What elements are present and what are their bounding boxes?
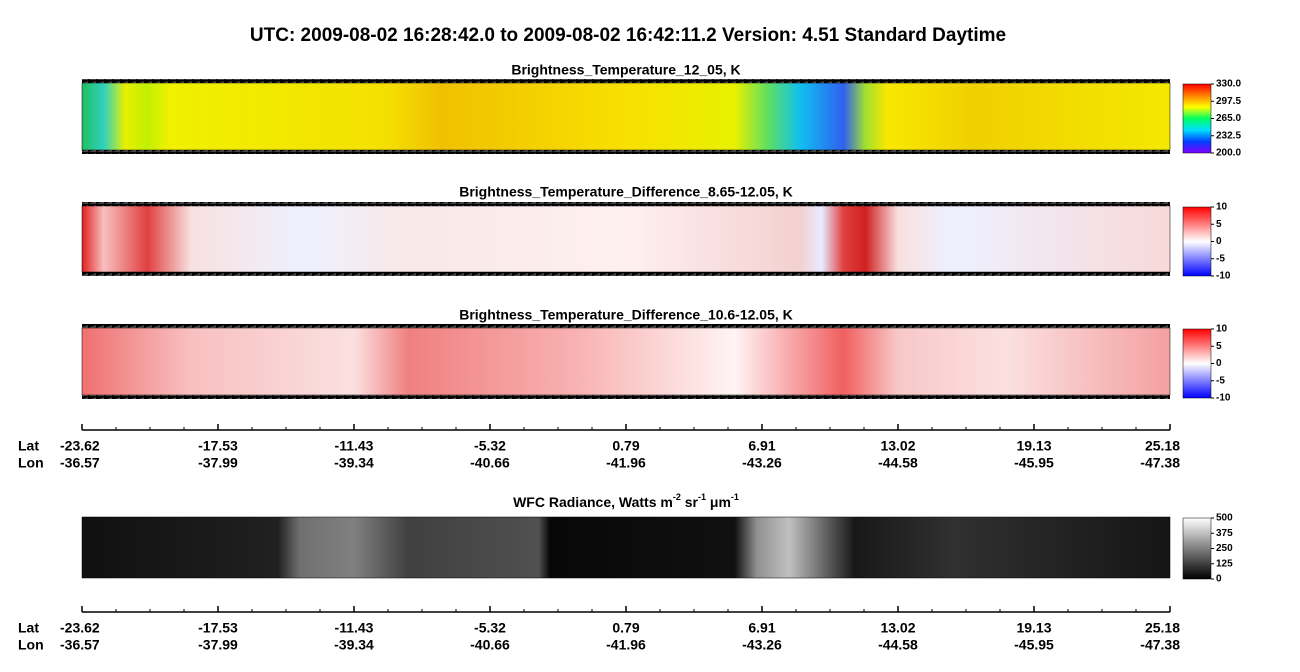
page-title: UTC: 2009-08-02 16:28:42.0 to 2009-08-02… xyxy=(250,25,1006,46)
colorbar-tick-label: 0 xyxy=(1216,236,1222,247)
colorbar-tick-label: 125 xyxy=(1216,558,1233,569)
lat-tick-label: -11.43 xyxy=(335,438,374,454)
lon-tick-label: -37.99 xyxy=(198,637,238,653)
title-part: -2 xyxy=(673,492,681,502)
colorbar-tick-label: 5 xyxy=(1216,341,1222,352)
colorbar-tick-label: -5 xyxy=(1216,253,1225,264)
lat-tick-label: 13.02 xyxy=(880,438,915,454)
colorbar-tick-label: 200.0 xyxy=(1216,148,1241,159)
title-part: -1 xyxy=(698,492,706,502)
lat-tick-label: 6.91 xyxy=(748,438,775,454)
colorbar-tick-label: 500 xyxy=(1216,513,1233,524)
colorbar-tick-label: 0 xyxy=(1216,358,1222,369)
lat-tick-label: 13.02 xyxy=(880,620,915,636)
colorbar xyxy=(1182,83,1212,154)
lat-tick-label: -17.53 xyxy=(198,620,238,636)
lat-tick-label: -23.62 xyxy=(60,620,100,636)
title-part: μm xyxy=(706,494,731,510)
title-part: -1 xyxy=(731,492,739,502)
lat-label: Lat xyxy=(18,620,39,636)
lat-tick-label: -17.53 xyxy=(198,438,238,454)
lat-tick-label: -23.62 xyxy=(60,438,100,454)
lon-tick-label: -43.26 xyxy=(742,455,782,471)
lon-tick-label: -37.99 xyxy=(198,455,238,471)
lat-tick-label: 25.18 xyxy=(1145,438,1180,454)
panel-title: Brightness_Temperature_12_05, K xyxy=(511,62,740,78)
colorbar-tick-label: 375 xyxy=(1216,528,1233,539)
lat-label: Lat xyxy=(18,438,39,454)
lon-tick-label: -47.38 xyxy=(1140,455,1180,471)
lon-tick-label: -39.34 xyxy=(334,455,374,471)
frame-top xyxy=(82,79,1170,83)
frame-bottom xyxy=(82,395,1170,399)
title-part: sr xyxy=(681,494,699,510)
image xyxy=(81,327,1171,396)
frame-top xyxy=(82,324,1170,328)
lat-tick-label: 19.13 xyxy=(1016,620,1051,636)
lon-tick-label: -36.57 xyxy=(60,637,100,653)
colorbar-tick-label: 265.0 xyxy=(1216,113,1241,124)
colorbar xyxy=(1182,328,1212,399)
lon-tick-label: -44.58 xyxy=(878,637,918,653)
lon-tick-label: -45.95 xyxy=(1014,637,1054,653)
colorbar-tick-label: 297.5 xyxy=(1216,96,1241,107)
image xyxy=(81,205,1171,273)
image xyxy=(81,82,1171,151)
colorbar-tick-label: 330.0 xyxy=(1216,79,1241,90)
lat-tick-label: -5.32 xyxy=(474,438,506,454)
colorbar xyxy=(1182,517,1212,580)
title-part: WFC Radiance, Watts m xyxy=(513,494,673,510)
lon-tick-label: -44.58 xyxy=(878,455,918,471)
lat-tick-label: -11.43 xyxy=(335,620,374,636)
lon-tick-label: -36.57 xyxy=(60,455,100,471)
lat-tick-label: 0.79 xyxy=(612,438,639,454)
colorbar xyxy=(1182,206,1212,277)
frame-bottom xyxy=(82,272,1170,276)
image xyxy=(81,516,1171,579)
panel-title: Brightness_Temperature_Difference_8.65-1… xyxy=(459,184,793,200)
panel-title: WFC Radiance, Watts m-2 sr-1 μm-1 xyxy=(513,492,739,509)
colorbar-tick-label: 250 xyxy=(1216,543,1233,554)
lon-tick-label: -40.66 xyxy=(470,455,510,471)
lon-tick-label: -39.34 xyxy=(334,637,374,653)
lat-tick-label: 25.18 xyxy=(1145,620,1180,636)
lat-tick-label: 19.13 xyxy=(1016,438,1051,454)
lon-tick-label: -43.26 xyxy=(742,637,782,653)
colorbar-tick-label: -10 xyxy=(1216,393,1231,404)
lon-label: Lon xyxy=(18,455,44,471)
lon-tick-label: -41.96 xyxy=(606,455,646,471)
lat-tick-label: 0.79 xyxy=(612,620,639,636)
colorbar-tick-label: 232.5 xyxy=(1216,130,1241,141)
frame-top xyxy=(82,202,1170,206)
frame-bottom xyxy=(82,150,1170,154)
colorbar-tick-label: -5 xyxy=(1216,375,1225,386)
colorbar-tick-label: 10 xyxy=(1216,202,1228,213)
lon-tick-label: -47.38 xyxy=(1140,637,1180,653)
panel-title: Brightness_Temperature_Difference_10.6-1… xyxy=(459,307,793,323)
lon-tick-label: -41.96 xyxy=(606,637,646,653)
lon-tick-label: -40.66 xyxy=(470,637,510,653)
colorbar-tick-label: 0 xyxy=(1216,574,1222,585)
lat-tick-label: 6.91 xyxy=(748,620,775,636)
colorbar-tick-label: -10 xyxy=(1216,271,1231,282)
lat-tick-label: -5.32 xyxy=(474,620,506,636)
lon-tick-label: -45.95 xyxy=(1014,455,1054,471)
colorbar-tick-label: 10 xyxy=(1216,324,1228,335)
colorbar-tick-label: 5 xyxy=(1216,219,1222,230)
lon-label: Lon xyxy=(18,637,44,653)
